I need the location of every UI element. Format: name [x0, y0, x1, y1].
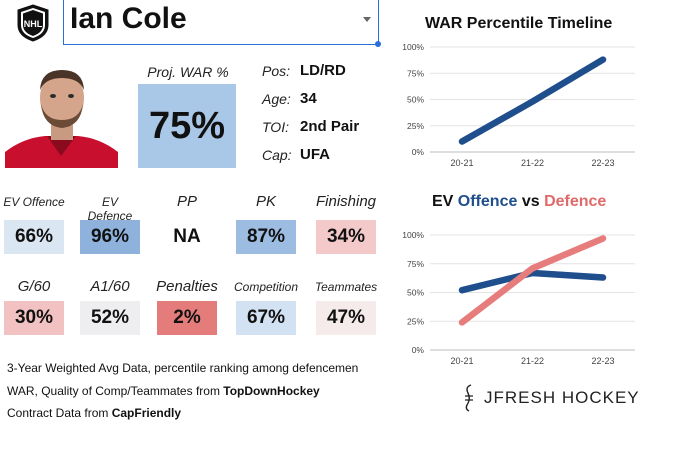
- stat-value-finishing: 34%: [326, 226, 366, 247]
- stat-box-ev-offence: 66%: [4, 220, 64, 254]
- chart1-ytick-label: 25%: [407, 121, 424, 131]
- stat-value-pk: 87%: [246, 226, 286, 247]
- stat-label-a160: A1/60: [90, 278, 130, 295]
- bio-age-label: Age:: [262, 91, 291, 107]
- chart2-title-defence: Defence: [544, 193, 607, 210]
- bio-age-value: 34: [300, 90, 317, 107]
- chart2-title-ev: EV: [432, 193, 458, 210]
- nhl-logo: NHL: [17, 4, 49, 42]
- chart2-title-vs: vs: [517, 193, 545, 210]
- stat-label-competition: Competition: [233, 280, 299, 294]
- stat-box-teammates: 47%: [316, 301, 376, 335]
- chart2-series-line-offence: [458, 269, 607, 294]
- stat-value-ev-offence: 66%: [14, 226, 54, 247]
- stat-box-pp: NA: [157, 220, 217, 254]
- stat-label-teammates: Teammates: [314, 280, 378, 294]
- stat-value-ev-defence: 96%: [90, 226, 130, 247]
- footnote-contract-prefix: Contract Data from: [7, 406, 112, 420]
- stat-value-g60: 30%: [14, 307, 54, 328]
- stat-value-teammates: 47%: [326, 307, 366, 328]
- chart2-title-offence: Offence: [457, 193, 518, 210]
- stat-label-finishing: Finishing: [315, 193, 377, 210]
- chart2-ytick-label: 25%: [407, 316, 424, 326]
- stat-value-a160: 52%: [90, 307, 130, 328]
- footnote-contract-source-link: CapFriendly: [111, 406, 182, 420]
- chart1-ytick-label: 0%: [412, 147, 425, 157]
- chart2-xtick-label: 20-21: [450, 356, 473, 366]
- bio-toi-value: 2nd Pair: [300, 118, 360, 135]
- bio-pos-label: Pos:: [262, 63, 291, 79]
- stat-label-g60: G/60: [17, 278, 51, 295]
- war-percentile-chart: 0% 25% 50% 75% 100% 20-21 21-22 22-23: [402, 42, 635, 168]
- resize-handle[interactable]: [375, 41, 381, 47]
- chart2-title: EV Offence vs Defence: [432, 193, 606, 211]
- chart1-series-line-0: [458, 56, 607, 145]
- bio-cap-label: Cap:: [262, 147, 292, 163]
- stat-value-penalties: 2%: [173, 307, 201, 328]
- stat-box-pk: 87%: [236, 220, 296, 254]
- chart1-xtick-label: 22-23: [591, 158, 614, 168]
- jfresh-text: JFRESH HOCKEY: [484, 388, 640, 407]
- footnote-contract-source: Contract Data from CapFriendly: [7, 406, 181, 420]
- stat-label-pk: PK: [255, 193, 276, 210]
- chart1-ytick-label: 75%: [407, 68, 424, 78]
- chart2-ytick-label: 100%: [402, 230, 424, 240]
- stat-label-ev-offence: EV Offence: [3, 195, 65, 209]
- bio-pos-value: LD/RD: [300, 62, 346, 79]
- stat-box-competition: 67%: [236, 301, 296, 335]
- stat-label-pp: PP: [176, 193, 197, 210]
- chart2-ytick-label: 0%: [412, 345, 425, 355]
- footnote-data: 3-Year Weighted Avg Data, percentile ran…: [7, 361, 359, 375]
- footnote-war-prefix: WAR, Quality of Comp/Teammates from: [7, 384, 224, 398]
- stat-value-pp: NA: [173, 226, 201, 247]
- chevron-down-icon[interactable]: [363, 17, 371, 22]
- bio-cap-value: UFA: [300, 146, 330, 163]
- chart1-ytick-label: 100%: [402, 42, 424, 52]
- footnote-war-source: WAR, Quality of Comp/Teammates from TopD…: [7, 384, 320, 398]
- proj-war-value: 75%: [148, 104, 226, 147]
- stat-box-ev-defence: 96%: [80, 220, 140, 254]
- chart2-xtick-label: 22-23: [591, 356, 614, 366]
- proj-war-box: 75%: [138, 84, 236, 168]
- chart1-title: WAR Percentile Timeline: [425, 15, 613, 32]
- chart2-series-line-defence: [458, 235, 607, 326]
- chart2-xtick-label: 21-22: [521, 356, 544, 366]
- svg-text:NHL: NHL: [24, 19, 43, 29]
- stat-box-a160: 52%: [80, 301, 140, 335]
- proj-war-label: Proj. WAR %: [147, 64, 229, 80]
- chart1-ytick-label: 50%: [407, 95, 424, 105]
- stat-box-penalties: 2%: [157, 301, 217, 335]
- stat-box-finishing: 34%: [316, 220, 376, 254]
- player-name-select[interactable]: Ian Cole: [63, 0, 381, 47]
- chart2-ytick-label: 50%: [407, 288, 424, 298]
- jfresh-branding: JFRESH HOCKEY: [462, 383, 640, 413]
- jfresh-logo-icon: [465, 384, 473, 412]
- player-photo: [5, 60, 118, 168]
- stat-value-competition: 67%: [246, 307, 286, 328]
- player-name: Ian Cole: [70, 2, 187, 35]
- chart2-ytick-label: 75%: [407, 259, 424, 269]
- stat-label-ev-defence: EV Defence: [87, 195, 133, 223]
- stat-box-g60: 30%: [4, 301, 64, 335]
- chart1-xtick-label: 20-21: [450, 158, 473, 168]
- ev-offence-defence-chart: 0% 25% 50% 75% 100% 20-21 21-22 22-23: [402, 230, 635, 366]
- chart1-xtick-label: 21-22: [521, 158, 544, 168]
- footnote-war-source-link: TopDownHockey: [223, 384, 320, 398]
- stat-label-penalties: Penalties: [156, 278, 218, 295]
- bio-toi-label: TOI:: [262, 119, 289, 135]
